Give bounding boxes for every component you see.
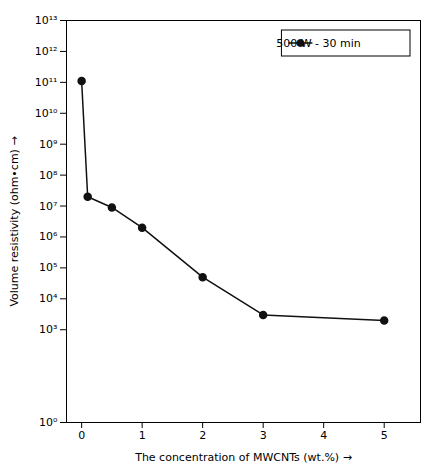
svg-text:10¹³: 10¹³ [35, 14, 58, 27]
svg-text:3: 3 [260, 429, 267, 442]
svg-text:5: 5 [381, 429, 388, 442]
svg-text:The concentration of MWCNTs (w: The concentration of MWCNTs (wt.%) → [134, 451, 352, 464]
svg-text:10¹⁰: 10¹⁰ [35, 107, 58, 120]
svg-text:10⁶: 10⁶ [39, 230, 58, 243]
svg-text:2: 2 [199, 429, 206, 442]
svg-text:0: 0 [78, 429, 85, 442]
svg-text:10⁹: 10⁹ [39, 138, 57, 151]
svg-text:500 W - 30 min: 500 W - 30 min [276, 37, 361, 50]
svg-text:10⁷: 10⁷ [39, 200, 57, 213]
svg-text:10⁵: 10⁵ [39, 261, 57, 274]
svg-text:10¹²: 10¹² [35, 45, 58, 58]
svg-text:10³: 10³ [39, 323, 57, 336]
svg-text:Volume resistivity (ohm•cm) →: Volume resistivity (ohm•cm) → [8, 136, 21, 306]
svg-text:10¹¹: 10¹¹ [35, 76, 58, 89]
svg-text:10⁸: 10⁸ [39, 169, 58, 182]
svg-text:10⁴: 10⁴ [39, 292, 58, 305]
svg-text:4: 4 [320, 429, 327, 442]
svg-text:1: 1 [139, 429, 146, 442]
svg-text:10⁰: 10⁰ [39, 416, 58, 429]
